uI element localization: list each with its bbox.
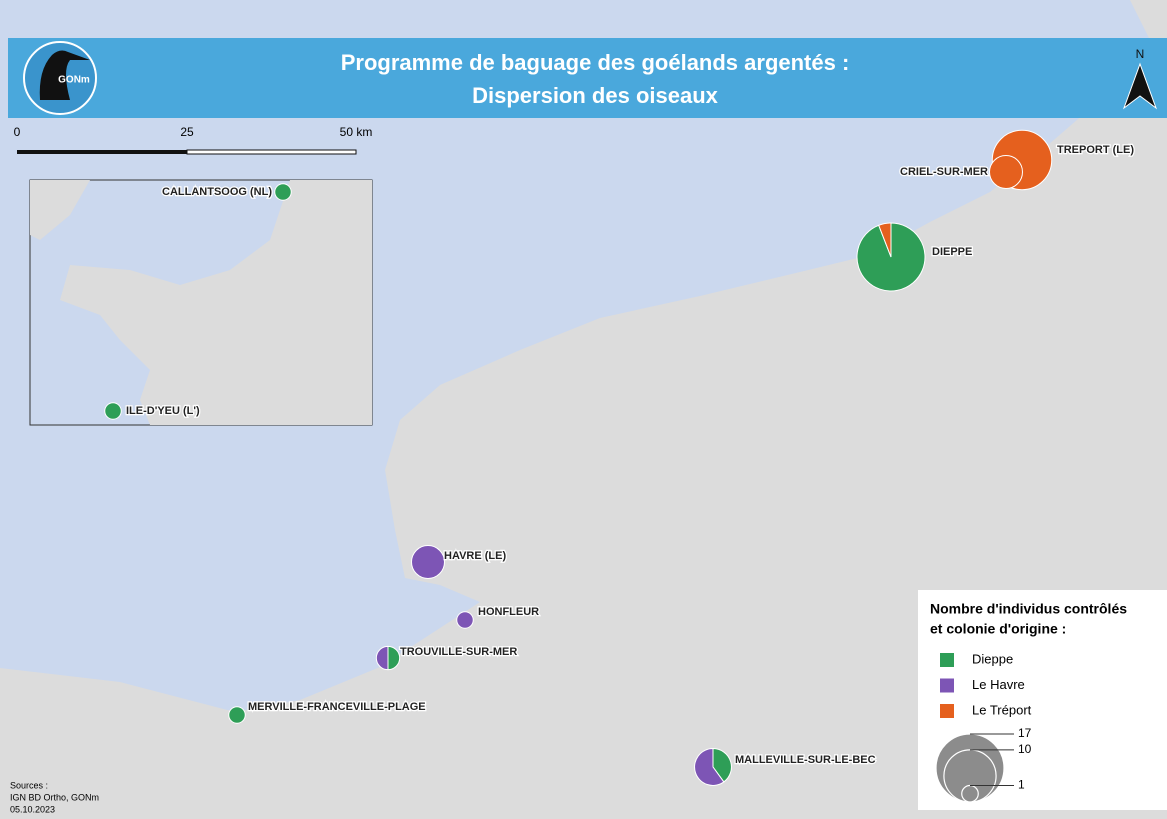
site-label: MALLEVILLE-SUR-LE-BEC (735, 754, 876, 766)
pie-slice (274, 183, 292, 201)
sources: IGN BD Ortho, GONm (10, 792, 99, 802)
pie-slice (712, 748, 732, 783)
legend-label: Le Tréport (972, 702, 1032, 717)
pie-slice (411, 545, 445, 579)
pie-slice (375, 645, 389, 671)
scale-label: 0 (14, 125, 21, 139)
pie-slice (104, 402, 122, 420)
scale-label: 25 (180, 125, 194, 139)
site-label: CRIEL-SUR-MER (900, 166, 988, 178)
site-label: HAVRE (LE) (444, 550, 506, 562)
pie-slice (387, 645, 401, 671)
site-label: HONFLEUR (478, 606, 539, 618)
site-label: MERVILLE-FRANCEVILLE-PLAGE (248, 701, 426, 713)
inset-land (60, 180, 372, 425)
legend-label: Dieppe (972, 651, 1013, 666)
title: Programme de baguage des goélands argent… (341, 50, 850, 75)
logo-text: GONm (58, 75, 90, 86)
size-circle (961, 784, 979, 803)
pie-slice (989, 155, 1023, 189)
legend-swatch (940, 653, 954, 667)
pie-slice (878, 222, 892, 258)
header-band (8, 38, 1167, 118)
north-label: N (1136, 47, 1145, 61)
size-label: 17 (1018, 726, 1032, 740)
inset (29, 179, 373, 426)
title: Dispersion des oiseaux (472, 83, 719, 108)
site-label: TREPORT (LE) (1057, 144, 1134, 156)
logo-bird (39, 50, 90, 100)
size-label: 1 (1018, 778, 1025, 792)
pie-slice (228, 706, 246, 724)
scale-bar (186, 149, 357, 155)
site-label: CALLANTSOOG (NL) (162, 186, 272, 198)
inset-land (30, 180, 90, 240)
legend-label: Le Havre (972, 677, 1025, 692)
legend-swatch (940, 704, 954, 718)
site-label: DIEPPE (932, 246, 972, 258)
pie-slice (456, 611, 474, 629)
sources: Sources : (10, 780, 48, 790)
scale-label: 50 km (340, 125, 373, 139)
site-label: ILE-D'YEU (L') (126, 405, 200, 417)
legend-swatch (940, 678, 954, 693)
legend-title: Nombre d'individus contrôlés (930, 601, 1127, 617)
size-label: 10 (1018, 742, 1032, 756)
pie-slice (694, 748, 725, 786)
north-arrow (1122, 62, 1158, 110)
legend-title: et colonie d'origine : (930, 621, 1066, 637)
site-label: TROUVILLE-SUR-MER (400, 646, 517, 658)
scale-bar (17, 150, 187, 154)
sources: 05.10.2023 (10, 804, 55, 814)
